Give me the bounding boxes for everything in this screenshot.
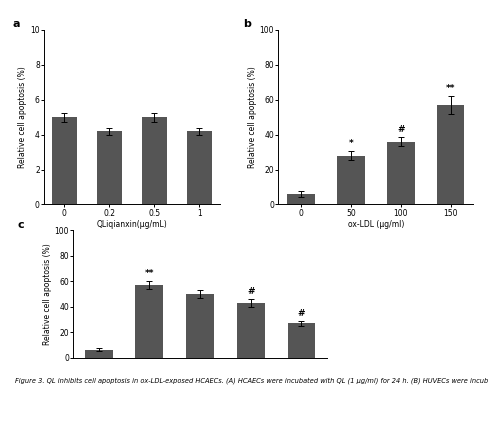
X-axis label: ox-LDL (μg/ml): ox-LDL (μg/ml) — [347, 220, 404, 230]
X-axis label: QLiqianxin(μg/mL): QLiqianxin(μg/mL) — [97, 220, 167, 230]
Bar — [287, 194, 315, 204]
Bar — [52, 117, 77, 204]
Text: *: * — [348, 139, 353, 148]
Text: a: a — [12, 19, 20, 29]
Bar — [187, 131, 212, 204]
Y-axis label: Relative cell apoptosis (%): Relative cell apoptosis (%) — [19, 66, 27, 168]
Bar — [136, 285, 163, 358]
Bar — [387, 141, 414, 204]
Text: b: b — [243, 19, 251, 29]
Text: #: # — [397, 125, 405, 134]
Bar — [237, 303, 264, 358]
Bar — [287, 323, 315, 358]
Bar — [142, 117, 166, 204]
Bar — [337, 155, 365, 204]
Bar — [85, 349, 113, 358]
Y-axis label: Relative cell apoptosis (%): Relative cell apoptosis (%) — [248, 66, 257, 168]
Text: c: c — [18, 220, 24, 230]
Text: #: # — [247, 288, 255, 296]
Text: **: ** — [446, 83, 455, 93]
Text: #: # — [298, 309, 305, 318]
Y-axis label: Relative cell apoptosis (%): Relative cell apoptosis (%) — [43, 243, 52, 345]
Bar — [437, 105, 465, 204]
Bar — [97, 131, 122, 204]
Text: Figure 3. QL inhibits cell apoptosis in ox-LDL-exposed HCAECs. (A) HCAECs were i: Figure 3. QL inhibits cell apoptosis in … — [15, 377, 488, 384]
Text: **: ** — [144, 269, 154, 278]
Bar — [186, 294, 214, 358]
